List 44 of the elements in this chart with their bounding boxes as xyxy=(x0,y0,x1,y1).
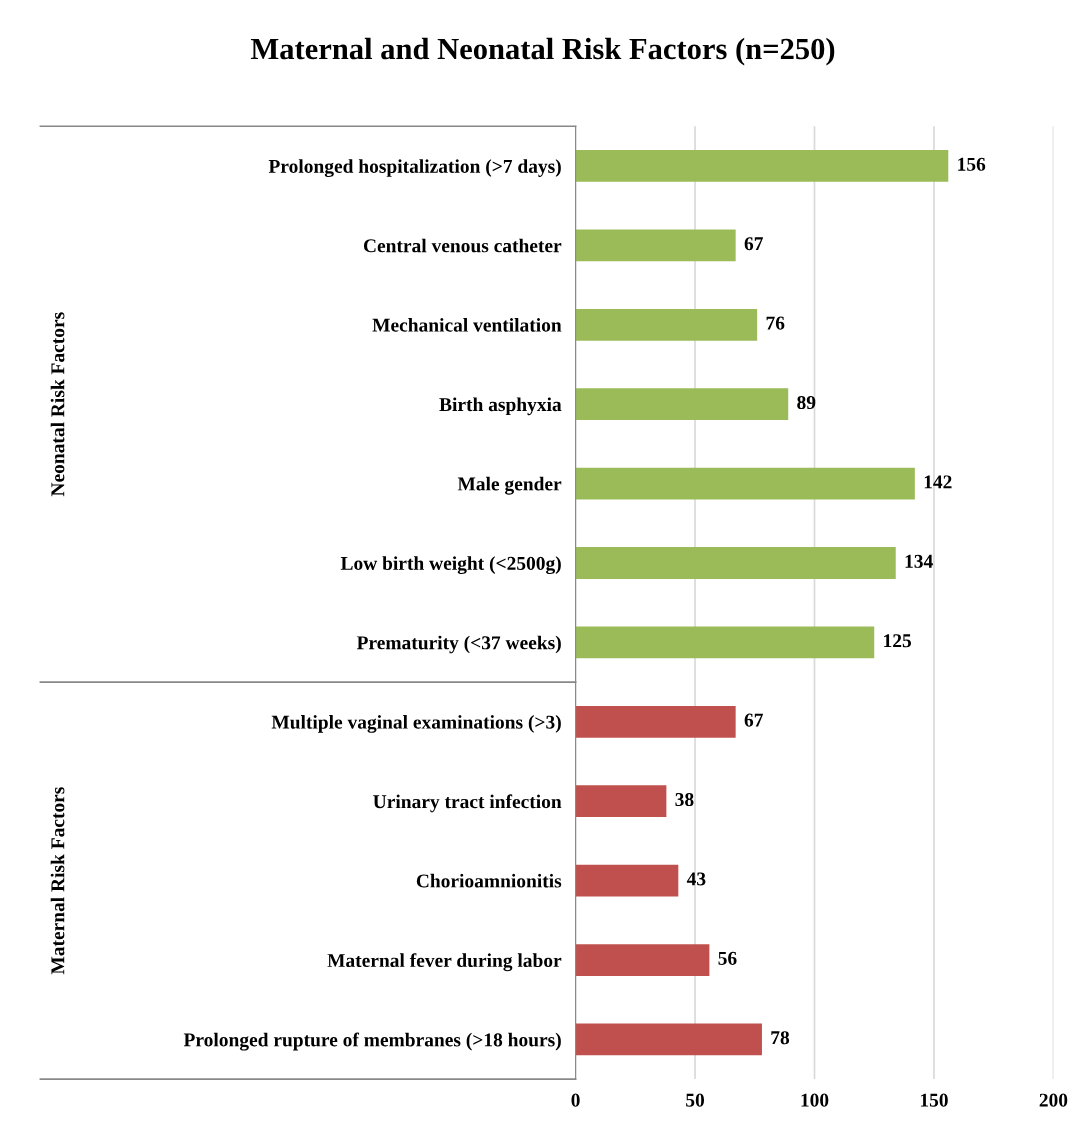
x-tick-label: 150 xyxy=(920,1093,948,1107)
y-tick-label: Urinary tract infection xyxy=(373,794,562,813)
data-label: 78 xyxy=(771,1031,790,1045)
text: Neonatal Risk Factors xyxy=(50,312,65,497)
bar xyxy=(575,150,949,182)
y-tick-label: Birth asphyxia xyxy=(439,397,562,416)
data-label: 134 xyxy=(905,554,933,568)
bar xyxy=(575,547,896,579)
data-label: 67 xyxy=(744,713,763,727)
bar xyxy=(575,944,710,976)
y-tick-label: Chorioamnionitis xyxy=(416,873,562,888)
bar xyxy=(575,388,789,421)
bar xyxy=(575,705,736,738)
y-tick-label: Mechanical ventilation xyxy=(372,318,562,332)
x-tick-label: 200 xyxy=(1039,1093,1068,1107)
x-tick-label: 50 xyxy=(686,1093,705,1107)
data-label: 142 xyxy=(924,475,952,489)
y-tick-label: Prematurity (<37 weeks) xyxy=(356,635,561,654)
bar xyxy=(575,308,758,341)
bar xyxy=(575,626,875,659)
y-tick-label: Maternal fever during labor xyxy=(327,953,562,972)
y-tick-label: Multiple vaginal examinations (>3) xyxy=(271,715,561,733)
data-label: 67 xyxy=(744,237,763,251)
y-tick-label: Low birth weight (<2500g) xyxy=(340,556,561,575)
bar xyxy=(575,1023,762,1056)
bar xyxy=(575,229,736,262)
x-tick-label: 0 xyxy=(571,1093,580,1107)
data-label: 156 xyxy=(958,157,986,171)
chart-title: Maternal and Neonatal Risk Factors (n=250) xyxy=(250,37,835,66)
y-tick-label: Prolonged rupture of membranes (>18 hours) xyxy=(183,1032,561,1051)
bar xyxy=(575,467,915,500)
data-label: 43 xyxy=(686,872,706,886)
data-label: 76 xyxy=(766,316,785,330)
text: Maternal Risk Factors xyxy=(50,787,65,975)
data-label: 89 xyxy=(797,395,816,410)
data-label: 56 xyxy=(718,951,737,965)
y-tick-label: Male gender xyxy=(457,476,562,495)
y-tick-label: Central venous catheter xyxy=(363,238,562,253)
bar xyxy=(575,785,667,818)
data-label: 125 xyxy=(884,634,912,648)
y-tick-label: Prolonged hospitalization (>7 days) xyxy=(268,159,561,178)
x-tick-label: 100 xyxy=(801,1093,829,1107)
bar xyxy=(575,864,679,897)
data-label: 38 xyxy=(675,792,694,807)
